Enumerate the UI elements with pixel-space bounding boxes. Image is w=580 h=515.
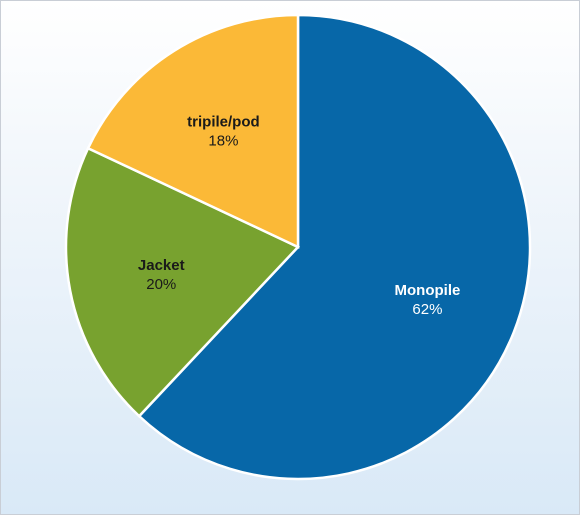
pie-slice-monopile [137,13,532,481]
pie-slice-tripile-pod [86,13,300,249]
slice-value-tripile-pod: 18% [208,132,238,149]
slice-value-jacket: 20% [146,276,176,293]
slice-value-monopile: 62% [412,301,442,318]
pie-slice-jacket [64,146,301,418]
pie-slices [64,13,532,481]
slice-label-jacket: Jacket [138,257,185,274]
pie-labels: Monopile 62% Jacket 20% tripile/pod 18% [138,113,460,318]
slice-label-tripile-pod: tripile/pod [187,113,260,130]
slice-label-monopile: Monopile [395,282,461,299]
